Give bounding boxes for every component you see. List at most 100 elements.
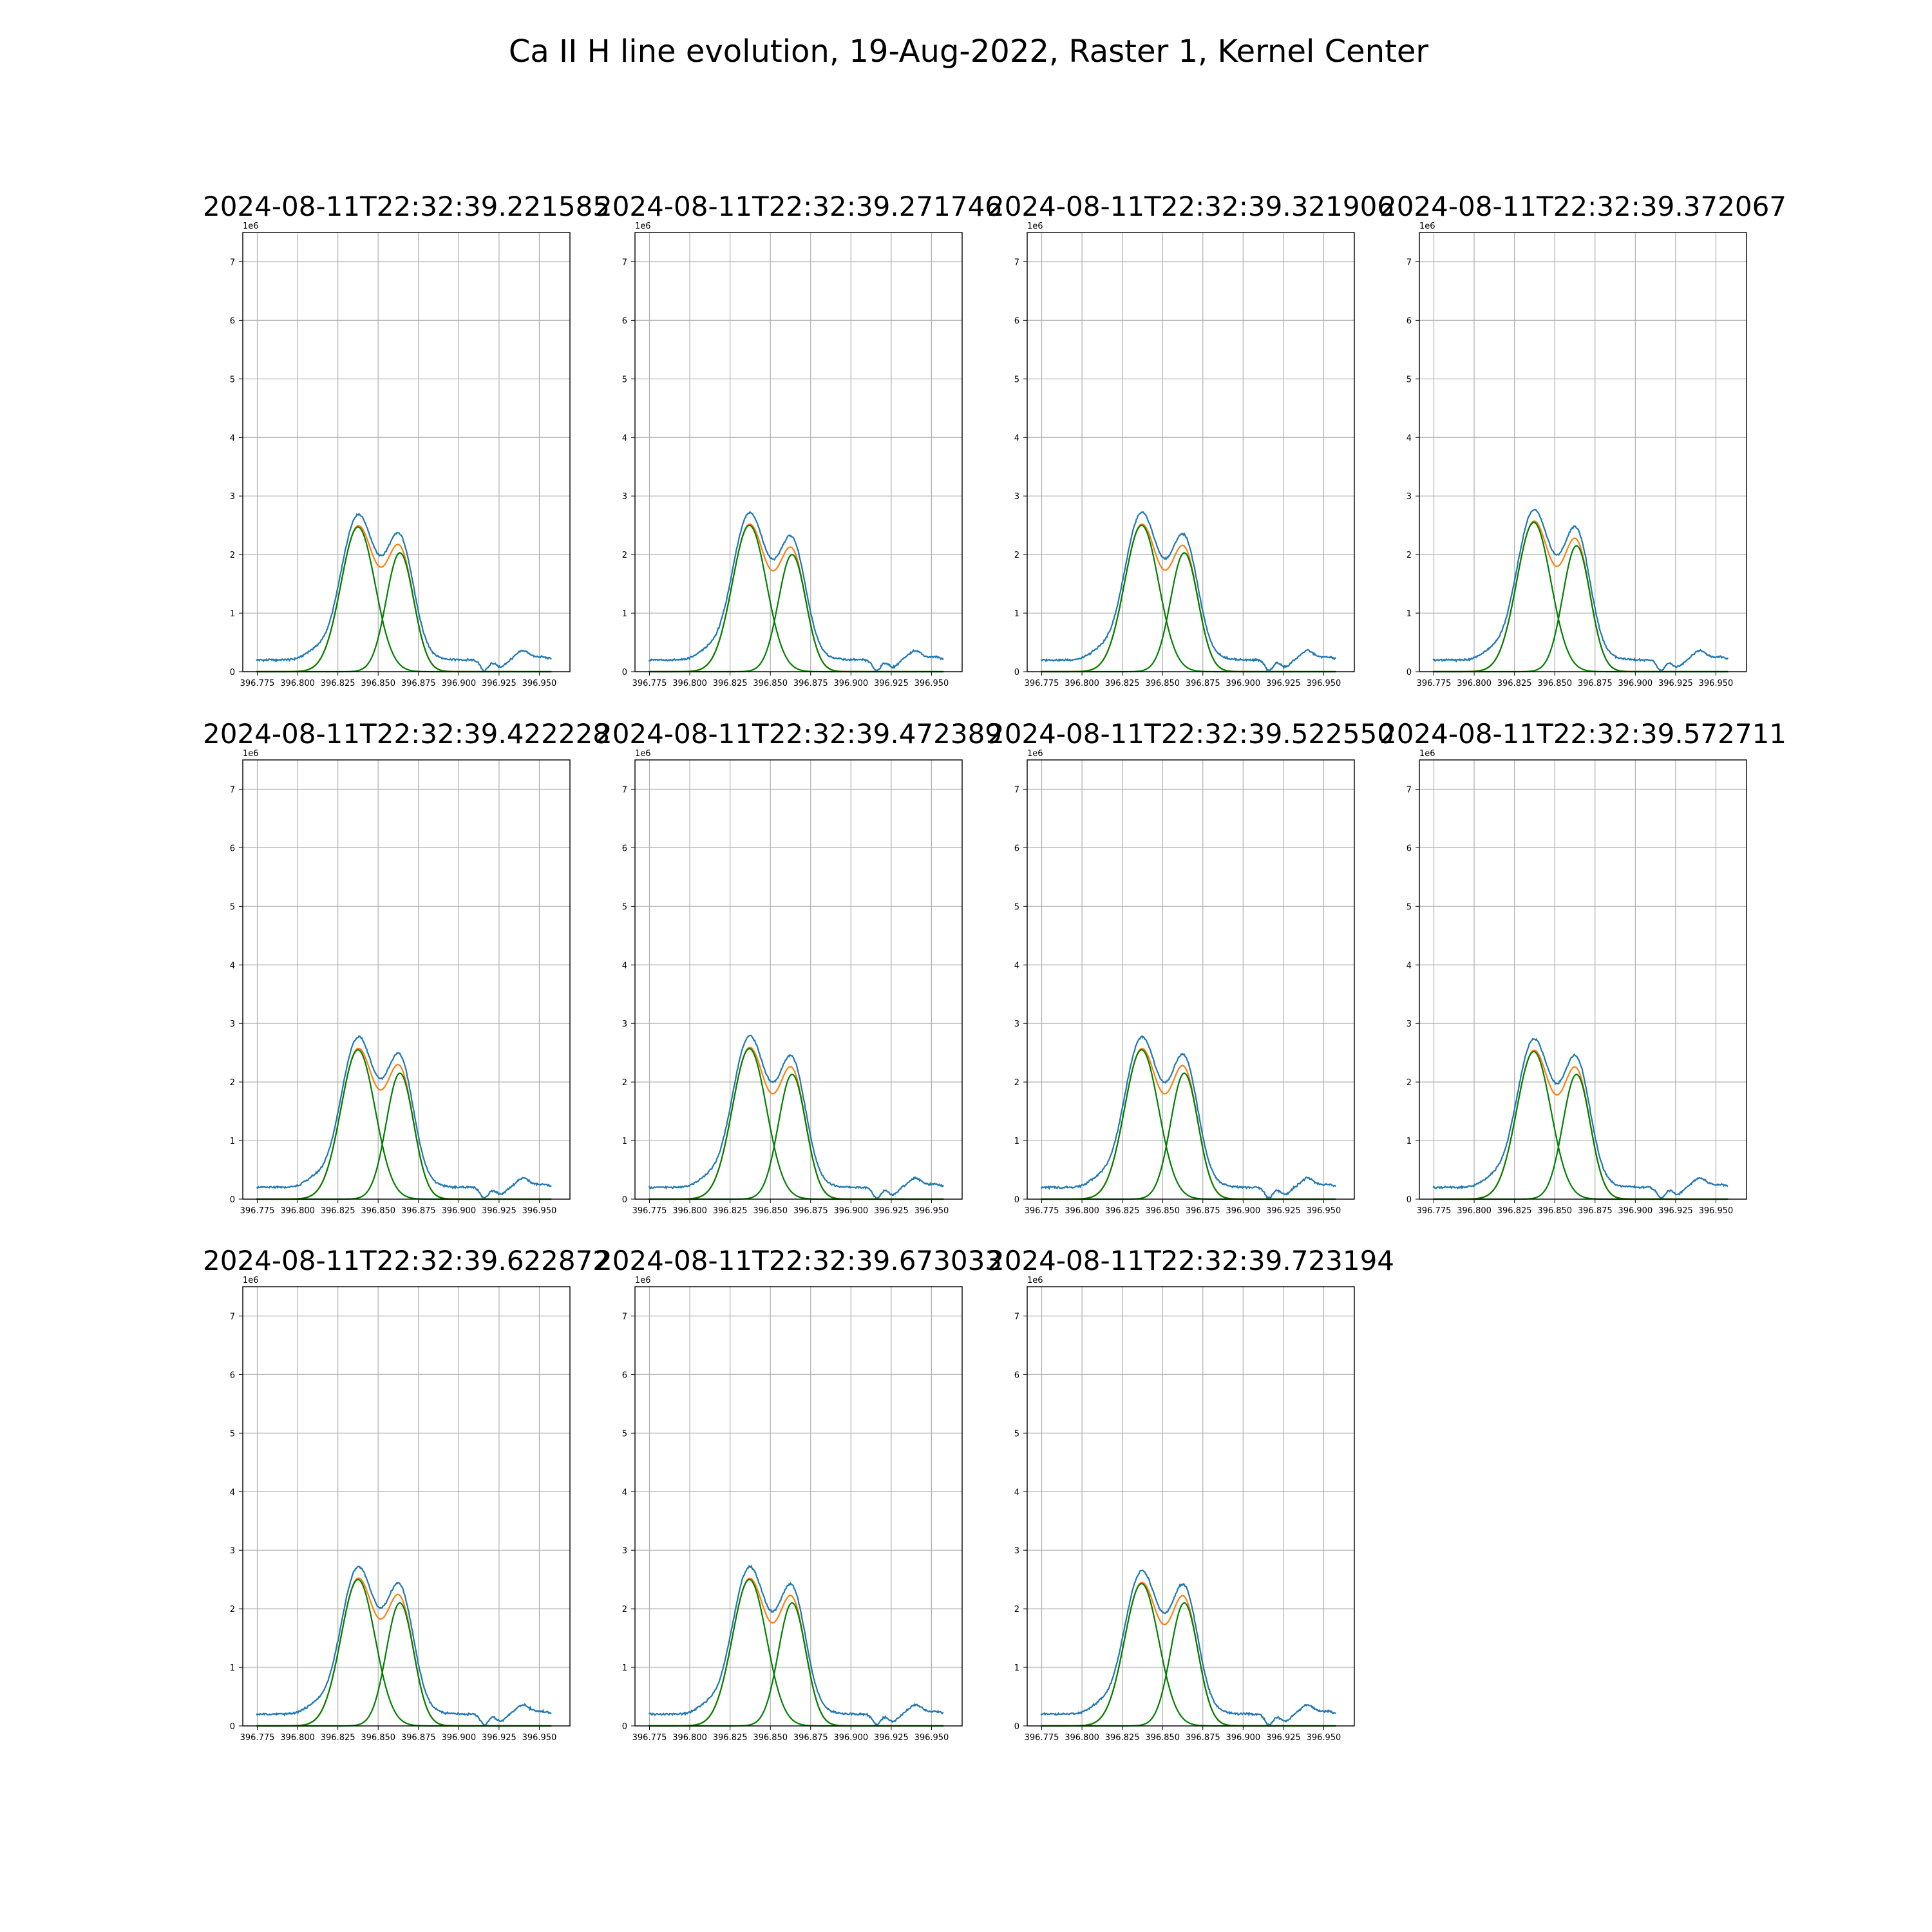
subplot-panel: 2024-08-11T22:32:39.221585 396.775 396.800… (203, 191, 610, 688)
subplot-panel: 2024-08-11T22:32:39.723194 396.775 396.800… (987, 1245, 1394, 1743)
subplot-title: 2024-08-11T22:32:39.372067 (1379, 191, 1786, 222)
x-tick-label: 396.800 (1457, 679, 1492, 688)
x-tick-label: 396.900 (1226, 1733, 1260, 1743)
x-tick-label: 396.950 (1307, 1733, 1341, 1743)
x-tick-label: 396.950 (522, 679, 557, 688)
y-tick-label: 4 (1014, 1488, 1019, 1497)
y-tick-label: 6 (1406, 844, 1412, 853)
x-tick-label: 396.850 (1537, 679, 1572, 688)
y-tick-label: 1 (230, 609, 235, 619)
y-tick-label: 0 (1014, 668, 1019, 677)
subplot-panel: 2024-08-11T22:32:39.271746 396.775 396.800… (595, 191, 1002, 688)
y-tick-label: 1 (622, 1137, 627, 1146)
y-offset-label: 1e6 (635, 749, 651, 759)
x-tick-label: 396.875 (793, 1733, 828, 1743)
y-tick-label: 6 (622, 1370, 627, 1380)
subplot-title: 2024-08-11T22:32:39.723194 (987, 1245, 1394, 1276)
observed-profile-line (1432, 508, 1728, 672)
y-offset-label: 1e6 (1027, 1276, 1043, 1285)
y-offset-label: 1e6 (1027, 222, 1043, 231)
x-tick-label: 396.900 (441, 1733, 476, 1743)
x-tick-label: 396.850 (753, 1733, 788, 1743)
y-tick-label: 3 (622, 1546, 627, 1556)
y-tick-label: 1 (1406, 609, 1412, 619)
x-tick-label: 396.800 (672, 679, 707, 688)
y-tick-label: 0 (1014, 1722, 1019, 1732)
subplot-title: 2024-08-11T22:32:39.472389 (595, 718, 1002, 750)
x-tick-label: 396.850 (753, 1206, 788, 1216)
y-tick-label: 7 (622, 258, 627, 267)
subplot-title: 2024-08-11T22:32:39.221585 (203, 191, 610, 222)
x-tick-label: 396.950 (1307, 1206, 1341, 1216)
y-tick-label: 2 (1406, 1078, 1412, 1088)
plot-area (1027, 760, 1354, 1199)
y-tick-label: 4 (230, 1488, 235, 1497)
y-tick-label: 3 (230, 492, 235, 502)
y-tick-label: 3 (622, 492, 627, 502)
y-tick-label: 7 (622, 1312, 627, 1321)
y-offset-label: 1e6 (1419, 749, 1435, 759)
x-tick-label: 396.900 (1618, 679, 1653, 688)
x-tick-label: 396.850 (361, 679, 395, 688)
y-tick-label: 0 (1406, 668, 1412, 677)
x-tick-label: 396.900 (1618, 1206, 1653, 1216)
y-tick-label: 0 (230, 668, 235, 677)
y-tick-label: 6 (1014, 316, 1019, 326)
x-tick-label: 396.775 (1025, 1206, 1059, 1216)
x-tick-label: 396.850 (361, 1206, 395, 1216)
x-tick-label: 396.825 (1497, 679, 1532, 688)
y-tick-label: 2 (622, 1605, 627, 1615)
x-tick-label: 396.825 (1105, 1733, 1140, 1743)
subplot-grid: 2024-08-11T22:32:39.221585 396.775 396.800… (203, 191, 1786, 1743)
subplot-title: 2024-08-11T22:32:39.321906 (987, 191, 1394, 222)
x-tick-label: 396.800 (1065, 679, 1099, 688)
x-tick-label: 396.875 (1186, 679, 1220, 688)
y-tick-label: 5 (622, 902, 627, 912)
axes-frame (634, 232, 963, 672)
y-tick-label: 7 (1406, 258, 1412, 267)
subplot-panel: 2024-08-11T22:32:39.522550 396.775 396.800… (987, 718, 1394, 1216)
y-tick-label: 2 (1014, 551, 1019, 560)
y-tick-label: 5 (1014, 1429, 1019, 1439)
y-tick-label: 0 (622, 668, 627, 677)
subplot-title: 2024-08-11T22:32:39.622872 (203, 1245, 610, 1276)
x-tick-label: 396.900 (441, 679, 476, 688)
y-tick-label: 0 (622, 1195, 627, 1205)
x-tick-label: 396.950 (1699, 679, 1734, 688)
y-tick-label: 7 (622, 785, 627, 795)
plot-area (1027, 232, 1354, 672)
y-tick-label: 4 (1014, 433, 1019, 443)
y-tick-label: 4 (622, 433, 627, 443)
x-tick-label: 396.950 (914, 1206, 949, 1216)
x-tick-label: 396.775 (632, 1733, 667, 1743)
y-tick-label: 4 (1406, 961, 1412, 971)
y-tick-label: 4 (622, 1488, 627, 1497)
plot-area (1419, 232, 1747, 672)
y-tick-label: 1 (230, 1137, 235, 1146)
x-tick-label: 396.800 (1065, 1733, 1099, 1743)
plot-area (635, 760, 962, 1199)
y-tick-label: 1 (622, 609, 627, 619)
observed-profile-line (256, 513, 552, 672)
x-tick-label: 396.875 (1578, 679, 1613, 688)
x-tick-label: 396.900 (833, 679, 868, 688)
y-tick-label: 1 (622, 1663, 627, 1673)
x-tick-label: 396.850 (1537, 1206, 1572, 1216)
subplot-panel: 2024-08-11T22:32:39.622872 396.775 396.800… (203, 1245, 610, 1743)
axes-frame (634, 759, 963, 1200)
x-tick-label: 396.925 (1658, 1206, 1693, 1216)
x-tick-label: 396.925 (874, 1733, 909, 1743)
x-tick-label: 396.950 (522, 1733, 557, 1743)
x-tick-label: 396.875 (401, 1206, 436, 1216)
subplot-title: 2024-08-11T22:32:39.271746 (595, 191, 1002, 222)
y-tick-label: 5 (230, 1429, 235, 1439)
y-tick-label: 6 (230, 316, 235, 326)
y-offset-label: 1e6 (243, 749, 259, 759)
y-tick-label: 7 (1406, 785, 1412, 795)
x-tick-label: 396.800 (280, 1733, 315, 1743)
x-tick-label: 396.900 (1226, 1206, 1260, 1216)
y-tick-label: 0 (230, 1195, 235, 1205)
y-tick-label: 7 (1014, 1312, 1019, 1321)
x-tick-label: 396.875 (1578, 1206, 1613, 1216)
plot-area (635, 1287, 962, 1726)
